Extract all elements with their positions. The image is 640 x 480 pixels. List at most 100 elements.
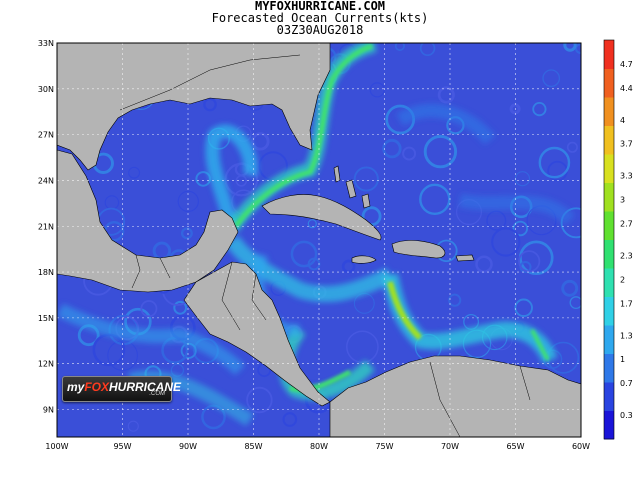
colorbar-label: 3: [620, 196, 625, 205]
eddy: [532, 102, 547, 117]
eddy: [437, 86, 455, 104]
colorbar-label: 2: [620, 275, 625, 284]
eddy: [561, 279, 579, 297]
eddy: [140, 300, 158, 318]
land-bahamas-2: [345, 179, 357, 199]
eddy: [203, 97, 217, 112]
eddy: [566, 141, 578, 153]
longitude-label: 95W: [113, 442, 131, 451]
longitude-label: 100W: [45, 442, 68, 451]
longitude-labels: 100W 95W 90W 85W 80W 75W 70W 65W 60W: [45, 442, 590, 451]
eddy: [569, 296, 581, 310]
eddy: [448, 293, 462, 307]
eddy: [173, 300, 188, 315]
colorbar-label: 2.7: [620, 220, 633, 229]
colorbar-label: 0.3: [620, 411, 633, 420]
land-usa: [57, 43, 331, 171]
colorbar-label: 2.3: [620, 252, 633, 261]
eddy: [491, 227, 521, 257]
title-block: MYFOXHURRICANE.COM Forecasted Ocean Curr…: [0, 0, 640, 36]
product-title: Forecasted Ocean Currents(kts): [211, 11, 429, 25]
logo-domain: .COM: [149, 391, 165, 397]
colorbar-label: 1: [620, 355, 625, 364]
colorbar-label: 4.7: [620, 60, 633, 69]
eddy: [419, 183, 451, 216]
eddy: [127, 420, 139, 432]
land-south-america: [329, 355, 581, 437]
colorbar-swatch: [604, 182, 614, 212]
land-masses: [57, 43, 581, 437]
longitude-label: 75W: [375, 442, 393, 451]
eddy: [128, 166, 141, 179]
eddy: [353, 166, 379, 192]
longitude-label: 65W: [506, 442, 524, 451]
colorbar-labels: 0.3 0.7 1 1.3 1.7 2 2.3 2.7 3 3.3 3.7 4 4.4 4.7: [620, 60, 633, 420]
colorbar-swatch: [604, 353, 614, 383]
eddy: [560, 207, 581, 239]
eddy: [107, 340, 138, 371]
colorbar-swatch: [604, 68, 614, 98]
colorbar-label: 4.4: [620, 84, 633, 93]
colorbar-label: 3.7: [620, 140, 633, 149]
logo-wordmark: myFOXHURRICANE: [67, 380, 182, 394]
eddy: [402, 146, 417, 161]
eddy: [177, 190, 199, 213]
eddy: [574, 43, 581, 54]
latitude-label: 27N: [38, 131, 54, 140]
latitude-label: 24N: [38, 176, 54, 185]
colorbar-swatch: [604, 325, 614, 354]
colorbar-label: 1.7: [620, 299, 633, 308]
latitude-label: 21N: [38, 222, 54, 231]
eddy: [514, 298, 533, 318]
longitude-label: 60W: [572, 442, 590, 451]
latitude-label: 9N: [43, 406, 54, 415]
current-cores: [233, 43, 550, 393]
eddy: [518, 250, 541, 273]
colorbar-swatch: [604, 125, 614, 155]
valid-time: 03Z30AUG2018: [276, 23, 364, 37]
latitude-label: 12N: [38, 360, 54, 369]
eddy: [419, 43, 436, 57]
eddy: [180, 227, 193, 240]
latitude-label: 18N: [38, 268, 54, 277]
eddy: [346, 330, 379, 364]
eddy: [282, 412, 298, 427]
eddy: [542, 69, 561, 88]
latitude-label: 15N: [38, 314, 54, 323]
eddy: [563, 43, 577, 52]
colorbar-swatch: [604, 296, 614, 326]
longitude-label: 85W: [244, 442, 262, 451]
eddy: [382, 138, 402, 159]
colorbar-swatch: [604, 40, 614, 69]
site-title: MYFOXHURRICANE.COM: [254, 0, 386, 13]
graticule: [57, 43, 581, 437]
eddy: [423, 134, 458, 169]
eddy: [290, 240, 318, 268]
land-bahamas-3: [361, 193, 371, 209]
colorbar-label: 4: [620, 116, 625, 125]
map-frame: [56, 42, 582, 438]
land-mexico: [57, 149, 239, 293]
latitude-label: 30N: [38, 85, 54, 94]
eddy: [475, 255, 493, 273]
colorbar: [603, 39, 615, 440]
colorbar-swatch: [604, 97, 614, 126]
land-bahamas-1: [333, 165, 341, 183]
eddy: [307, 219, 317, 229]
colorbar-label: 3.3: [620, 172, 633, 181]
colorbar-swatch: [604, 410, 614, 440]
eddy: [224, 162, 259, 197]
longitude-label: 90W: [179, 442, 197, 451]
land-hispaniola: [391, 240, 446, 259]
longitude-label: 70W: [441, 442, 459, 451]
colorbar-swatch: [604, 154, 614, 183]
latitude-labels: 33N 30N 27N 24N 21N 18N 15N 12N 9N: [38, 39, 54, 415]
colorbar-label: 1.3: [620, 331, 633, 340]
eddy: [509, 103, 521, 115]
eddy: [246, 386, 273, 414]
country-borders: [119, 54, 531, 437]
colorbar-frame: [603, 39, 615, 440]
eddy: [251, 132, 270, 151]
colorbar-swatch: [604, 382, 614, 411]
